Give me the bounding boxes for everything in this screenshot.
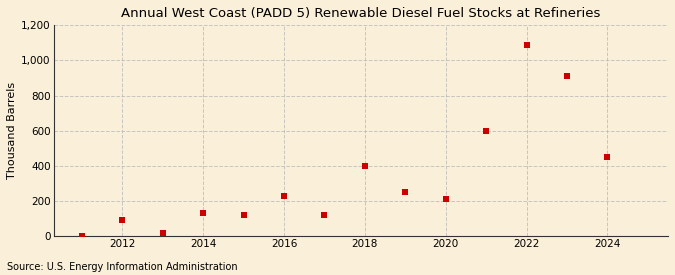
Point [521, 42, 532, 47]
Point [359, 164, 370, 168]
Point [279, 193, 290, 198]
Title: Annual West Coast (PADD 5) Renewable Diesel Fuel Stocks at Refineries: Annual West Coast (PADD 5) Renewable Die… [121, 7, 601, 20]
Point [562, 74, 572, 78]
Point [481, 128, 491, 133]
Point [602, 155, 613, 159]
Point [440, 197, 451, 201]
Point [319, 213, 330, 217]
Y-axis label: Thousand Barrels: Thousand Barrels [7, 82, 17, 179]
Point [400, 190, 410, 194]
Point [238, 213, 249, 217]
Text: Source: U.S. Energy Information Administration: Source: U.S. Energy Information Administ… [7, 262, 238, 272]
Point [198, 211, 209, 215]
Point [76, 233, 87, 238]
Point [117, 218, 128, 222]
Point [157, 230, 168, 235]
